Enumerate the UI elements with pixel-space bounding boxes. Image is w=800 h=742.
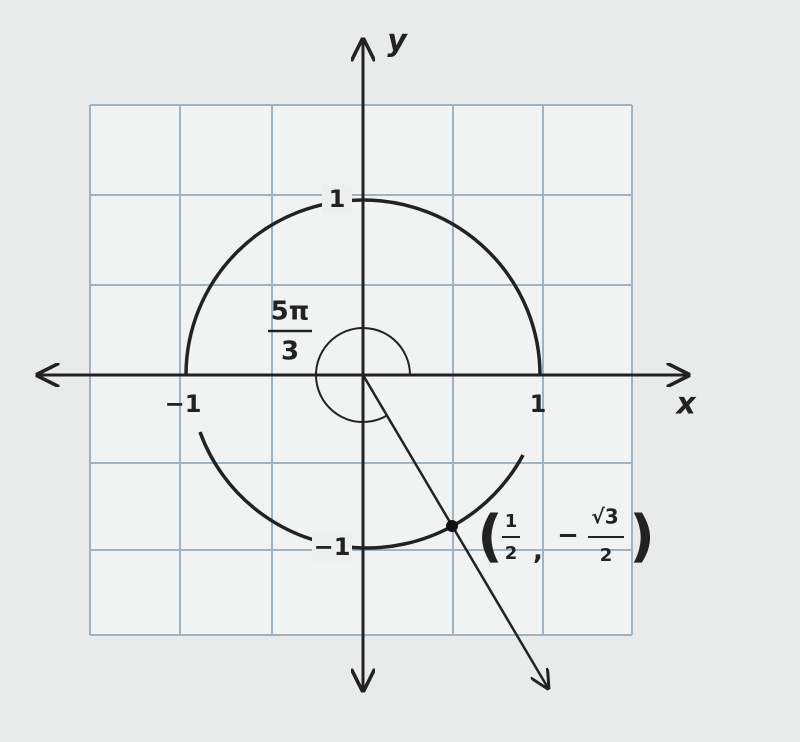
angle-numerator: 5π [271, 297, 310, 327]
x-tick-label: 1 [530, 390, 547, 418]
comma: , [533, 537, 543, 567]
y-tick-label: −1 [314, 533, 351, 561]
angle-arc [315, 327, 411, 423]
circle-upper [184, 198, 542, 376]
x-numerator: 1 [505, 511, 518, 532]
terminal-ray [361, 374, 548, 688]
x-denominator: 2 [505, 543, 518, 564]
y-axis-label: y [387, 24, 408, 59]
y-tick-label: 1 [329, 185, 346, 213]
x-axis-label: x [674, 387, 697, 422]
label-bg [322, 185, 352, 213]
x-tick-label: −1 [165, 390, 202, 418]
y-numerator: √3 [591, 505, 618, 529]
paren-open: ( [477, 504, 503, 569]
point [446, 520, 458, 532]
circle-lower [198, 431, 525, 550]
y-denominator: 2 [600, 545, 613, 566]
paren-close: ) [629, 504, 655, 569]
grid [89, 104, 633, 636]
minus-sign: − [557, 521, 579, 551]
angle-denominator: 3 [281, 337, 299, 367]
label-bg [312, 533, 352, 561]
grid-background [90, 105, 632, 635]
